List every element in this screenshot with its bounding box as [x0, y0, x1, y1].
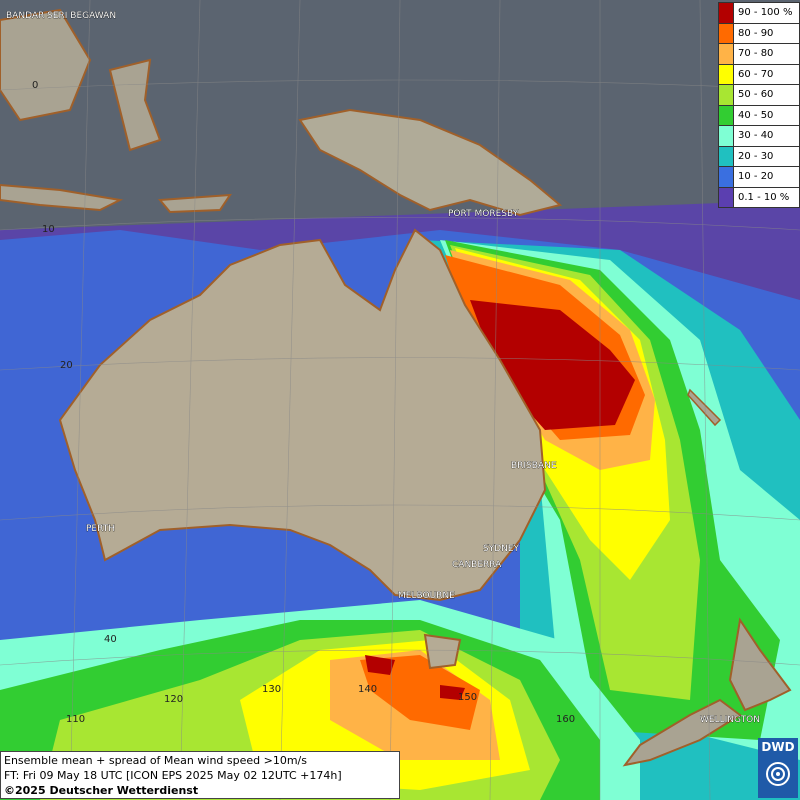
- lon-label-150: 150: [458, 692, 477, 703]
- city-melbourne: MELBOURNE: [398, 591, 455, 601]
- legend-label: 60 - 70: [738, 68, 774, 80]
- city-brisbane: BRISBANE: [511, 461, 557, 471]
- legend-row: 30 - 40: [719, 126, 799, 147]
- legend-row: 40 - 50: [719, 105, 799, 126]
- lon-label-130: 130: [262, 684, 281, 695]
- legend-label: 0.1 - 10 %: [738, 191, 790, 203]
- new-caledonia: [687, 388, 722, 427]
- sulawesi-land: [108, 58, 162, 152]
- nz-north-island: [728, 617, 792, 712]
- legend-label: 80 - 90: [738, 27, 774, 39]
- legend-label: 40 - 50: [738, 109, 774, 121]
- legend-row: 0.1 - 10 %: [719, 187, 799, 207]
- lat-label-20: 20: [60, 360, 73, 371]
- legend-swatch: [719, 64, 734, 84]
- legend-row: 20 - 30: [719, 146, 799, 167]
- legend-swatch: [719, 44, 734, 64]
- legend-row: 80 - 90: [719, 23, 799, 44]
- city-wellington: WELLINGTON: [700, 715, 760, 725]
- lon-label-140: 140: [358, 684, 377, 695]
- legend-swatch: [719, 146, 734, 166]
- legend-label: 20 - 30: [738, 150, 774, 162]
- legend-swatch: [719, 187, 734, 207]
- legend-label: 30 - 40: [738, 130, 774, 142]
- dwd-logo: DWD: [758, 738, 798, 798]
- legend-swatch: [719, 23, 734, 43]
- legend-swatch: [719, 126, 734, 146]
- lat-label-0: 0: [32, 80, 38, 91]
- band-south-red-2: [440, 685, 465, 700]
- legend-swatch: [719, 3, 734, 23]
- band-red: [470, 300, 635, 430]
- legend-row: 70 - 80: [719, 44, 799, 65]
- legend-row: 10 - 20: [719, 167, 799, 188]
- lat-label-10: 10: [42, 224, 55, 235]
- legend-row: 90 - 100 %: [719, 3, 799, 24]
- legend-label: 10 - 20: [738, 171, 774, 183]
- lon-label-160: 160: [556, 714, 575, 725]
- city-perth: PERTH: [86, 524, 115, 534]
- legend-label: 90 - 100 %: [738, 7, 793, 19]
- legend-row: 50 - 60: [719, 85, 799, 106]
- borneo-land: [0, 8, 92, 122]
- legend-label: 70 - 80: [738, 48, 774, 60]
- legend-swatch: [719, 167, 734, 187]
- legend-swatch: [719, 105, 734, 125]
- probability-legend: 90 - 100 % 80 - 90 70 - 80 60 - 70 50 - 60 40…: [718, 2, 800, 208]
- info-copyright: ©2025 Deutscher Wetterdienst: [4, 784, 199, 797]
- australia-land: [58, 228, 547, 602]
- legend-row: 60 - 70: [719, 64, 799, 85]
- legend-label: 50 - 60: [738, 89, 774, 101]
- city-canberra: CANBERRA: [452, 560, 502, 570]
- city-sydney: SYDNEY: [483, 544, 520, 554]
- legend-swatch: [719, 85, 734, 105]
- lat-label-40: 40: [104, 634, 117, 645]
- new-guinea-land: [298, 108, 563, 217]
- tasmania-land: [423, 633, 462, 670]
- lon-label-110: 110: [66, 714, 85, 725]
- city-bandar-seri-begawan: BANDAR SERI BEGAWAN: [6, 11, 116, 21]
- info-forecast-time: FT: Fri 09 May 18 UTC [ICON EPS 2025 May…: [4, 769, 342, 782]
- dwd-logo-text: DWD: [761, 740, 795, 754]
- info-title: Ensemble mean + spread of Mean wind spee…: [4, 754, 307, 767]
- band-south-red: [365, 655, 395, 675]
- lon-label-120: 120: [164, 694, 183, 705]
- java-land: [0, 183, 124, 212]
- swirl-icon: [766, 762, 790, 786]
- info-box: Ensemble mean + spread of Mean wind spee…: [0, 751, 400, 799]
- nz-south-island: [622, 698, 742, 767]
- city-port-moresby: PORT MORESBY: [448, 209, 519, 219]
